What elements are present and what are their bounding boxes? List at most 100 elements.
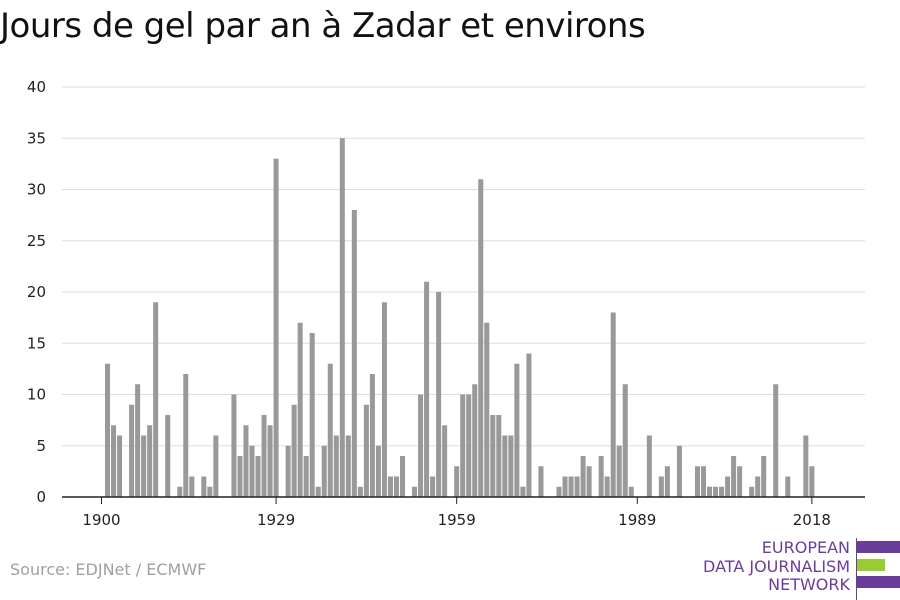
bar-1925 — [249, 445, 255, 497]
bar-1911 — [165, 415, 171, 497]
logo-bar-purple-bottom — [857, 576, 900, 588]
bar-1914 — [183, 374, 189, 497]
bar-1907 — [141, 435, 147, 497]
bar-1946 — [375, 445, 381, 497]
bar-1939 — [333, 435, 339, 497]
bar-1979 — [574, 476, 580, 497]
y-tick-label: 25 — [27, 232, 46, 250]
bar-1955 — [430, 476, 436, 497]
axes: 0 5 10 15 20 25 30 35 40 1900 1929 1959 1989 2018 — [27, 78, 865, 529]
bar-1938 — [327, 363, 333, 497]
bar-1966 — [496, 415, 502, 497]
bar-1953 — [418, 394, 424, 497]
bar-1929 — [273, 158, 279, 497]
gridlines — [62, 86, 865, 447]
bars — [105, 138, 815, 497]
bar-2005 — [731, 456, 737, 497]
bar-1909 — [153, 302, 159, 497]
bar-1944 — [363, 404, 369, 497]
bar-2018 — [809, 466, 815, 497]
bar-1978 — [568, 476, 574, 497]
bar-2003 — [719, 486, 725, 497]
bar-1983 — [598, 456, 604, 497]
bar-1954 — [424, 281, 430, 497]
bar-1952 — [412, 486, 418, 497]
bar-1941 — [345, 435, 351, 497]
bar-1940 — [339, 138, 345, 497]
bar-1947 — [381, 302, 387, 497]
bar-2001 — [707, 486, 713, 497]
bar-1915 — [189, 476, 195, 497]
bar-1976 — [556, 486, 562, 497]
bar-1913 — [177, 486, 183, 497]
bar-1932 — [291, 404, 297, 497]
bar-1985 — [610, 312, 616, 497]
bar-1948 — [387, 476, 393, 497]
bar-2002 — [713, 486, 719, 497]
edjnet-logo: EUROPEAN DATA JOURNALISM NETWORK — [700, 538, 900, 600]
bar-1961 — [466, 394, 472, 497]
bar-1962 — [472, 384, 478, 497]
x-tick-label: 1900 — [82, 511, 120, 529]
bar-1981 — [586, 466, 592, 497]
bar-1970 — [520, 486, 526, 497]
bar-2008 — [749, 486, 755, 497]
bar-1918 — [207, 486, 213, 497]
x-tick-label: 1959 — [438, 511, 476, 529]
bar-1994 — [664, 466, 670, 497]
bar-2004 — [725, 476, 731, 497]
bar-1993 — [658, 476, 664, 497]
bar-1905 — [129, 404, 135, 497]
bar-1936 — [315, 486, 321, 497]
bar-2012 — [773, 384, 779, 497]
bar-1902 — [111, 425, 117, 497]
bar-1980 — [580, 456, 586, 497]
bar-1919 — [213, 435, 219, 497]
bar-1933 — [297, 322, 303, 497]
bar-1959 — [454, 466, 460, 497]
bar-1908 — [147, 425, 153, 497]
logo-line-1: EUROPEAN — [761, 538, 850, 557]
bar-1996 — [676, 445, 682, 497]
bar-1927 — [261, 415, 267, 497]
bar-1901 — [105, 363, 111, 497]
bar-1945 — [369, 374, 375, 497]
bar-1964 — [484, 322, 490, 497]
bar-1999 — [694, 466, 700, 497]
bar-1937 — [321, 445, 327, 497]
bar-2000 — [700, 466, 707, 497]
chart-title: Jours de gel par an à Zadar et environs — [0, 6, 646, 46]
bar-1967 — [502, 435, 508, 497]
logo-bar-green — [857, 559, 885, 571]
bar-1977 — [562, 476, 568, 497]
bar-1943 — [357, 486, 363, 497]
bar-1903 — [117, 435, 123, 497]
logo-divider — [856, 538, 857, 600]
bar-1956 — [436, 292, 442, 497]
bar-1988 — [628, 486, 634, 497]
bar-1963 — [478, 179, 484, 497]
bar-2009 — [755, 476, 761, 497]
bar-2014 — [785, 476, 791, 497]
bar-1965 — [490, 415, 496, 497]
bar-2017 — [803, 435, 809, 497]
bar-1969 — [514, 363, 520, 497]
bar-1931 — [285, 445, 291, 497]
bar-1906 — [135, 384, 141, 497]
bar-1942 — [351, 210, 357, 497]
bar-2010 — [761, 456, 767, 497]
bar-1950 — [399, 456, 406, 497]
x-tick-label: 2018 — [793, 511, 831, 529]
logo-bar-purple-top — [857, 541, 900, 553]
bar-1935 — [309, 333, 315, 497]
logo-line-3: NETWORK — [768, 575, 850, 594]
bar-1928 — [267, 425, 273, 497]
bar-1960 — [460, 394, 466, 497]
bar-1984 — [604, 476, 610, 497]
source-text: Source: EDJNet / ECMWF — [10, 560, 207, 579]
bar-1923 — [237, 456, 243, 497]
bar-1934 — [303, 456, 309, 497]
y-tick-label: 20 — [27, 283, 46, 301]
bar-1949 — [393, 476, 399, 497]
